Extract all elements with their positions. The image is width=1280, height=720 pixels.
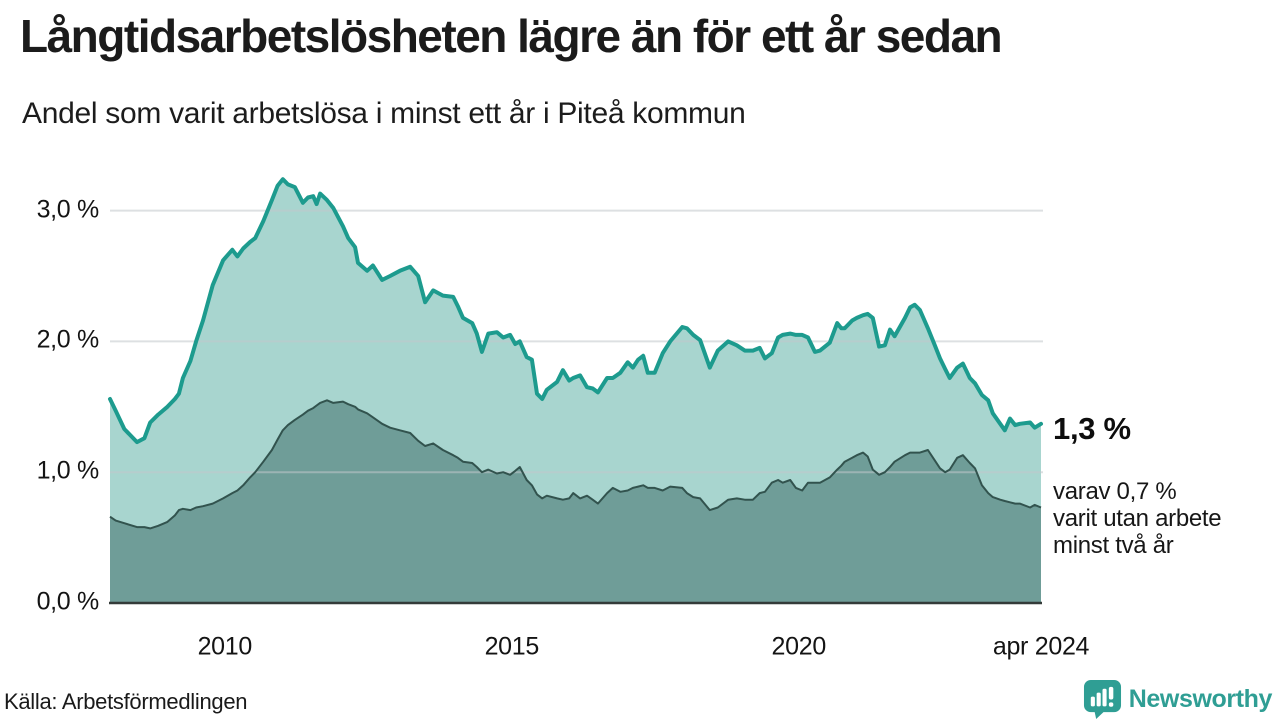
x-axis-label: 2015 [484,632,540,661]
source-label: Källa: Arbetsförmedlingen [4,689,248,714]
secondary-annotation: varav 0,7 % varit utan arbete minst två … [1053,478,1222,559]
newsworthy-logo-icon [1083,679,1121,719]
x-axis-label: apr 2024 [992,632,1090,661]
page-subtitle: Andel som varit arbetslösa i minst ett å… [22,97,746,130]
y-axis-label: 2,0 % [36,325,100,354]
newsworthy-logo: Newsworthy [1083,678,1272,720]
latest-value-label: 1,3 % [1053,411,1131,446]
newsworthy-logo-text: Newsworthy [1128,684,1273,713]
x-axis-label: 2010 [197,632,253,661]
page-title: Långtidsarbetslösheten lägre än för ett … [20,10,1003,62]
y-axis-label: 3,0 % [36,194,100,223]
y-axis-label: 1,0 % [36,456,100,485]
line-one-year [108,177,1043,445]
y-axis-label: 0,0 % [36,587,100,616]
x-axis-label: 2020 [771,632,827,661]
line-two-years [109,399,1042,530]
area-fill-two-years [110,400,1041,603]
